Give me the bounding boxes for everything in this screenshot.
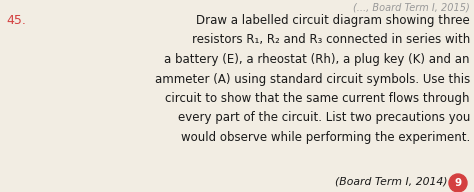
Text: resistors R₁, R₂ and R₃ connected in series with: resistors R₁, R₂ and R₃ connected in ser… <box>192 33 470 46</box>
Text: circuit to show that the same current flows through: circuit to show that the same current fl… <box>165 92 470 105</box>
Text: (Board Term I, 2014): (Board Term I, 2014) <box>336 177 448 187</box>
Text: (..., Board Term I, 2015): (..., Board Term I, 2015) <box>353 2 470 12</box>
Text: 45.: 45. <box>6 14 26 27</box>
Text: 9: 9 <box>455 178 462 188</box>
Text: would observe while performing the experiment.: would observe while performing the exper… <box>181 131 470 144</box>
Text: Draw a labelled circuit diagram showing three: Draw a labelled circuit diagram showing … <box>196 14 470 27</box>
Text: a battery (E), a rheostat (Rh), a plug key (K) and an: a battery (E), a rheostat (Rh), a plug k… <box>164 53 470 66</box>
Circle shape <box>449 174 467 192</box>
Text: ammeter (A) using standard circuit symbols. Use this: ammeter (A) using standard circuit symbo… <box>155 73 470 85</box>
Text: every part of the circuit. List two precautions you: every part of the circuit. List two prec… <box>178 112 470 124</box>
